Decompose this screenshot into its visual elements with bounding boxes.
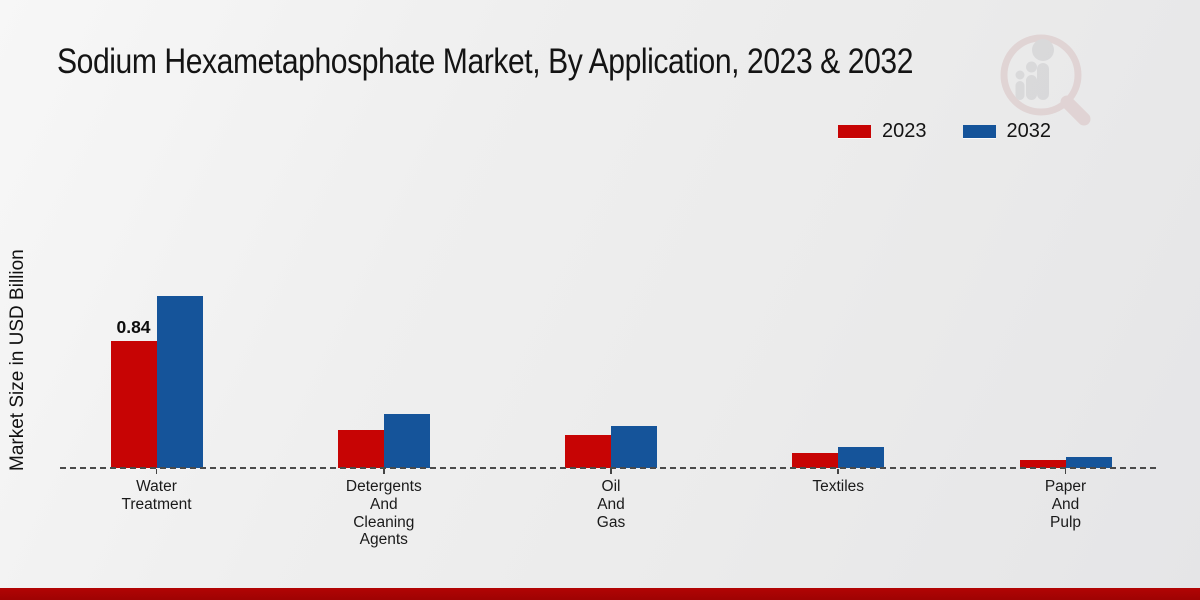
bar-2023-paper-and-pulp [1019,460,1066,468]
chart-title: Sodium Hexametaphosphate Market, By Appl… [57,42,914,81]
bar-2023-textiles [792,453,839,468]
bar-2032-oil-and-gas [611,426,657,468]
bar-2023-detergents-and-cleaning-agents [337,430,384,468]
legend-item-2023: 2023 [838,120,927,143]
x-tick-label-textiles: Textiles [812,478,865,495]
x-tick-detergents-and-cleaning-agents [383,469,385,474]
bar-2032-water-treatment [156,296,203,468]
legend-label-2023: 2023 [882,120,927,142]
bar-2032-textiles [838,447,885,468]
bar-2023-oil-and-gas [565,435,611,468]
x-axis-baseline [60,467,1156,469]
plot-area: 0.84 [110,296,1112,468]
x-tick-water-treatment [155,469,158,474]
legend-swatch-2023 [838,125,871,138]
footer-accent-bar [0,588,1200,600]
value-label-2023-water-treatment: 0.84 [116,317,151,337]
bar-2032-detergents-and-cleaning-agents [383,414,430,468]
x-tick-label-oil-and-gas: Oil And Gas [596,478,626,531]
x-tick-oil-and-gas [610,469,612,474]
bar-2023-water-treatment [110,341,157,468]
x-tick-label-water-treatment: Water Treatment [121,478,192,513]
x-tick-label-detergents-and-cleaning-agents: Detergents And Cleaning Agents [345,478,422,549]
magnifier-bar-chart-logo-icon [1000,34,1091,126]
bar-2032-paper-and-pulp [1065,457,1112,468]
legend: 2023 2032 [838,120,1051,143]
x-tick-textiles [837,469,839,474]
x-tick-paper-and-pulp [1064,469,1067,474]
legend-swatch-2032 [962,125,996,138]
x-tick-label-paper-and-pulp: Paper And Pulp [1044,478,1087,531]
legend-label-2032: 2032 [1006,120,1052,142]
legend-item-2032: 2032 [962,120,1052,143]
